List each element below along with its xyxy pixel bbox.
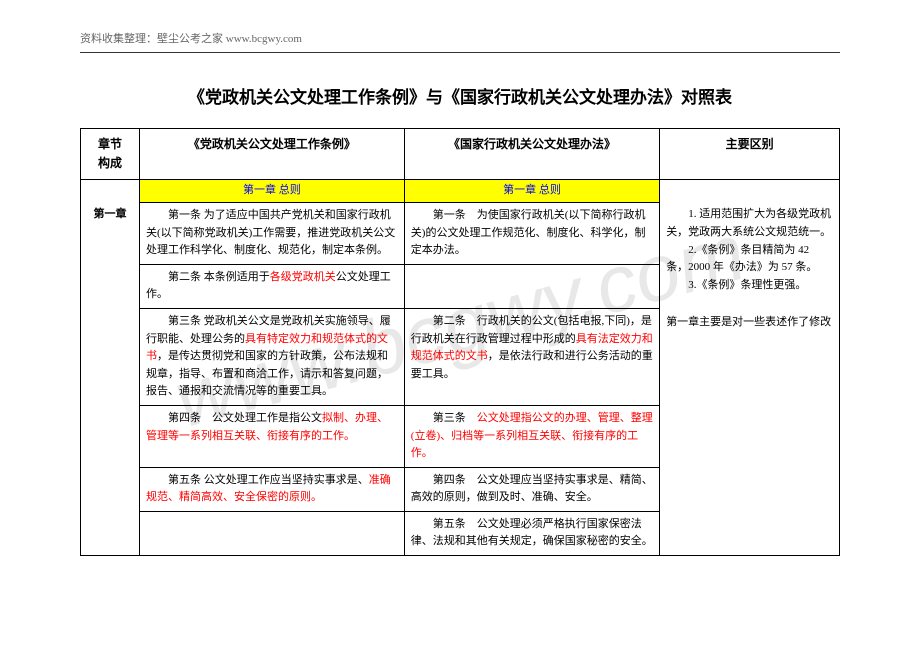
- blank-cell: [81, 180, 140, 203]
- blank-cell: [660, 180, 840, 203]
- doc2-cell: 第三条 公文处理指公文的办理、管理、整理(立卷)、归档等一系列相互关联、衔接有序…: [404, 405, 659, 467]
- diff-line: 2.《条例》条目精简为 42 条，2000 年《办法》为 57 条。: [666, 242, 833, 277]
- header-doc2: 《国家行政机关公文处理办法》: [404, 129, 659, 180]
- doc1-cell: 第五条 公文处理工作应当坚持实事求是、准确规范、精简高效、安全保密的原则。: [139, 467, 404, 511]
- chapter-label-2: 第一章 总则: [404, 180, 659, 203]
- doc2-cell: 第五条 公文处理必须严格执行国家保密法律、法规和其他有关规定，确保国家秘密的安全…: [404, 511, 659, 555]
- diff-cell: 1. 适用范围扩大为各级党政机关，党政两大系统公文规范统一。 2.《条例》条目精…: [660, 202, 840, 555]
- doc2-cell: 第二条 行政机关的公文(包括电报,下同)，是行政机关在行政管理过程中形成的具有法…: [404, 308, 659, 405]
- doc1-cell: [139, 511, 404, 555]
- doc2-cell: 第一条 为使国家行政机关(以下简称行政机关)的公文处理工作规范化、制度化、科学化…: [404, 202, 659, 264]
- header-diff: 主要区别: [660, 129, 840, 180]
- chapter-label-1: 第一章 总则: [139, 180, 404, 203]
- section-name: 第一章: [81, 202, 140, 555]
- doc2-cell: [404, 264, 659, 308]
- table-row: 第一章 第一条 为了适应中国共产党机关和国家行政机关(以下简称党政机关)工作需要…: [81, 202, 840, 264]
- table-header-row: 章节构成 《党政机关公文处理工作条例》 《国家行政机关公文处理办法》 主要区别: [81, 129, 840, 180]
- diff-line: 1. 适用范围扩大为各级党政机关，党政两大系统公文规范统一。: [666, 206, 833, 241]
- diff-line: 3.《条例》条理性更强。: [666, 277, 833, 295]
- page-header: 资料收集整理：壁尘公考之家 www.bcgwy.com: [80, 30, 840, 53]
- doc1-cell: 第三条 党政机关公文是党政机关实施领导、履行职能、处理公务的具有特定效力和规范体…: [139, 308, 404, 405]
- header-doc1: 《党政机关公文处理工作条例》: [139, 129, 404, 180]
- document-title: 《党政机关公文处理工作条例》与《国家行政机关公文处理办法》对照表: [80, 83, 840, 108]
- chapter-header-row: 第一章 总则 第一章 总则: [81, 180, 840, 203]
- diff-line: 第一章主要是对一些表述作了修改: [666, 314, 833, 332]
- header-section: 章节构成: [81, 129, 140, 180]
- doc1-cell: 第二条 本条例适用于各级党政机关公文处理工作。: [139, 264, 404, 308]
- doc2-cell: 第四条 公文处理应当坚持实事求是、精简、高效的原则，做到及时、准确、安全。: [404, 467, 659, 511]
- doc1-cell: 第一条 为了适应中国共产党机关和国家行政机关(以下简称党政机关)工作需要，推进党…: [139, 202, 404, 264]
- doc1-cell: 第四条 公文处理工作是指公文拟制、办理、管理等一系列相互关联、衔接有序的工作。: [139, 405, 404, 467]
- comparison-table: 章节构成 《党政机关公文处理工作条例》 《国家行政机关公文处理办法》 主要区别 …: [80, 128, 840, 556]
